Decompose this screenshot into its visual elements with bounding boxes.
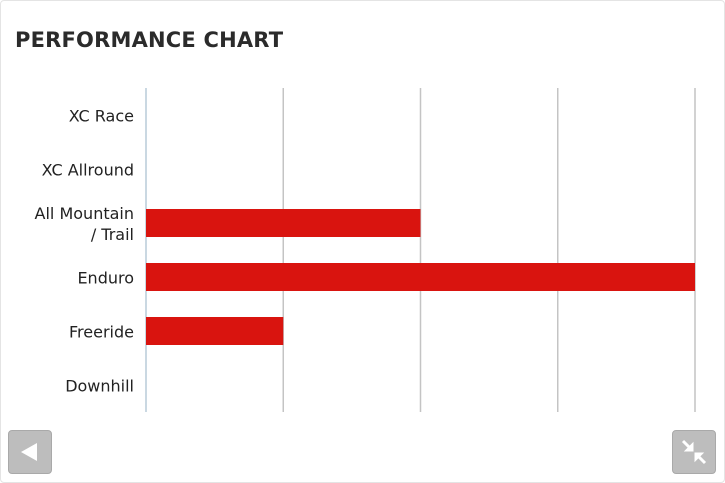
triangle [21,443,37,461]
y-tick-label: Downhill [65,376,134,396]
y-tick-label: All Mountain / Trail [34,204,134,244]
bar [146,209,421,237]
bar [146,317,284,345]
y-tick-label: XC Allround [41,160,134,180]
chart-title: PERFORMANCE CHART [15,28,284,52]
back-icon [21,443,37,461]
collapse-icon [681,439,707,465]
y-tick-label: Freeride [69,322,134,342]
arrows [681,439,707,465]
bar [146,263,695,291]
collapse-button[interactable] [672,430,716,474]
y-tick-label: XC Race [68,106,134,126]
back-button[interactable] [8,430,52,474]
y-tick-label: Enduro [77,268,134,288]
